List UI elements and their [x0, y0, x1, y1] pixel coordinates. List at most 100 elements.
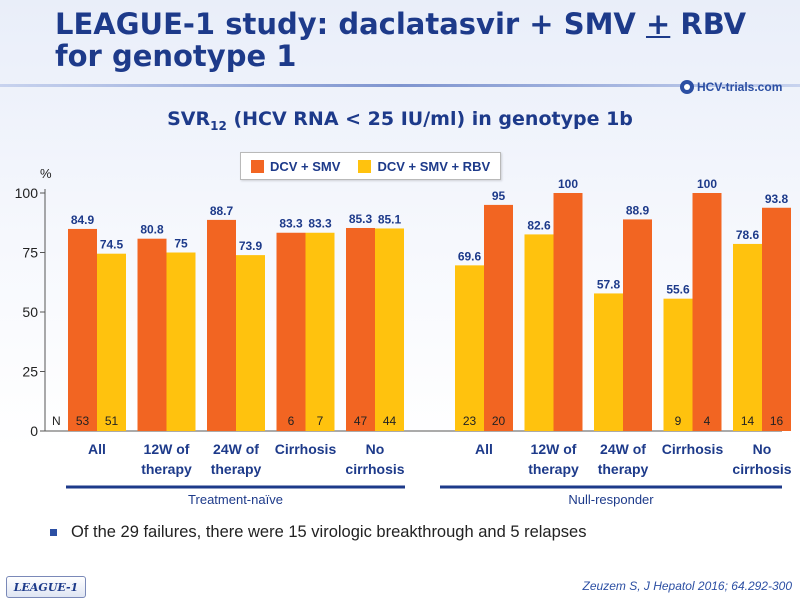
- hcv-trials-logo: HCV-trials.com: [680, 76, 782, 98]
- title-divider: [0, 84, 800, 87]
- data-label: 88.7: [210, 204, 234, 218]
- study-tag: LEAGUE-1: [6, 576, 86, 598]
- bar: [276, 232, 306, 431]
- chart-title: SVR12 (HCV RNA < 25 IU/ml) in genotype 1…: [0, 108, 800, 133]
- category-label: 12W of: [531, 441, 577, 457]
- n-count-label: 16: [770, 414, 784, 428]
- bar: [236, 255, 265, 431]
- category-label: cirrhosis: [345, 461, 404, 477]
- y-axis-unit: %: [40, 166, 52, 181]
- logo-text: HCV-trials.com: [697, 80, 783, 94]
- category-label: 12W of: [144, 441, 190, 457]
- data-label: 85.3: [349, 212, 373, 226]
- n-count-label: 47: [354, 414, 368, 428]
- n-count-label: 44: [383, 414, 397, 428]
- legend-swatch-orange: [251, 159, 264, 173]
- n-count-label: 6: [288, 414, 295, 428]
- y-tick-label: 25: [22, 364, 38, 380]
- chart-title-subscript: 12: [210, 118, 227, 133]
- category-label: No: [366, 441, 385, 457]
- data-label: 83.3: [279, 217, 303, 231]
- chart-title-rest: (HCV RNA < 25 IU/ml) in genotype 1b: [226, 108, 633, 130]
- title-text-b: RBV: [670, 7, 747, 41]
- bar: [524, 234, 554, 431]
- group-label: Null-responder: [568, 492, 654, 507]
- category-label: therapy: [598, 461, 649, 477]
- title-plus-minus: +: [645, 7, 671, 41]
- data-label: 75: [174, 237, 188, 251]
- category-label: therapy: [141, 461, 192, 477]
- chart-legend: DCV + SMV DCV + SMV + RBV: [240, 152, 502, 180]
- legend-item-dcv-smv: DCV + SMV: [251, 159, 340, 174]
- category-label: Cirrhosis: [275, 441, 337, 457]
- y-tick-label: 75: [22, 245, 38, 261]
- bar: [762, 207, 791, 431]
- category-label: 24W of: [600, 441, 646, 457]
- bar: [733, 243, 762, 431]
- slide-title: LEAGUE-1 study: daclatasvir + SMV + RBV …: [55, 8, 775, 72]
- data-label: 69.6: [458, 249, 482, 263]
- y-tick-label: 0: [30, 423, 38, 439]
- bar: [305, 232, 335, 431]
- category-label: Cirrhosis: [662, 441, 724, 457]
- data-label: 78.6: [736, 228, 760, 242]
- bar: [68, 228, 97, 431]
- bar: [207, 219, 236, 431]
- category-label: 24W of: [213, 441, 259, 457]
- category-label: therapy: [211, 461, 262, 477]
- bar: [553, 193, 583, 431]
- data-label: 82.6: [527, 218, 551, 232]
- bar: [137, 238, 167, 431]
- legend-label-dcv-smv-rbv: DCV + SMV + RBV: [377, 158, 491, 174]
- category-label: cirrhosis: [732, 461, 791, 477]
- footnote: Of the 29 failures, there were 15 virolo…: [50, 523, 586, 542]
- data-label: 85.1: [378, 212, 402, 226]
- chart-title-main: SVR: [167, 108, 211, 130]
- n-count-label: 14: [741, 414, 755, 428]
- n-label: N: [52, 414, 61, 428]
- data-label: 83.3: [308, 217, 332, 231]
- footnote-text: Of the 29 failures, there were 15 virolo…: [71, 523, 587, 541]
- y-tick-label: 100: [15, 185, 39, 201]
- bar: [594, 293, 623, 431]
- data-label: 95: [492, 189, 506, 203]
- data-label: 100: [558, 177, 578, 191]
- n-count-label: 20: [492, 414, 506, 428]
- n-count-label: 53: [76, 414, 90, 428]
- group-label: Treatment-naïve: [188, 492, 283, 507]
- bar: [375, 228, 404, 431]
- hcv-logo-icon: [680, 80, 694, 94]
- bar: [346, 227, 375, 431]
- category-label: All: [475, 441, 493, 457]
- legend-swatch-yellow: [358, 159, 372, 173]
- bar: [623, 219, 652, 431]
- title-line-2: for genotype 1: [55, 39, 297, 73]
- data-label: 55.6: [666, 283, 690, 297]
- n-count-label: 51: [105, 414, 119, 428]
- bar: [97, 253, 126, 431]
- bar: [455, 265, 484, 431]
- legend-item-dcv-smv-rbv: DCV + SMV + RBV: [358, 159, 490, 174]
- bar: [663, 298, 693, 431]
- bar: [484, 204, 513, 431]
- n-count-label: 23: [463, 414, 477, 428]
- title-line-1: LEAGUE-1 study: daclatasvir + SMV + RBV: [55, 8, 775, 40]
- y-tick-label: 50: [22, 304, 38, 320]
- bar: [692, 193, 722, 431]
- data-label: 73.9: [239, 239, 263, 253]
- legend-label-dcv-smv: DCV + SMV: [270, 158, 341, 174]
- data-label: 88.9: [626, 203, 650, 217]
- category-label: All: [88, 441, 106, 457]
- reference-citation: Zeuzem S, J Hepatol 2016; 64.292-300: [582, 579, 792, 593]
- data-label: 93.8: [765, 192, 789, 206]
- n-count-label: 4: [704, 414, 711, 428]
- data-label: 57.8: [597, 277, 621, 291]
- data-label: 80.8: [140, 223, 164, 237]
- category-label: therapy: [528, 461, 579, 477]
- data-label: 84.9: [71, 213, 95, 227]
- category-label: No: [753, 441, 772, 457]
- bar: [166, 252, 196, 431]
- data-label: 74.5: [100, 238, 124, 252]
- bullet-icon: [50, 529, 57, 536]
